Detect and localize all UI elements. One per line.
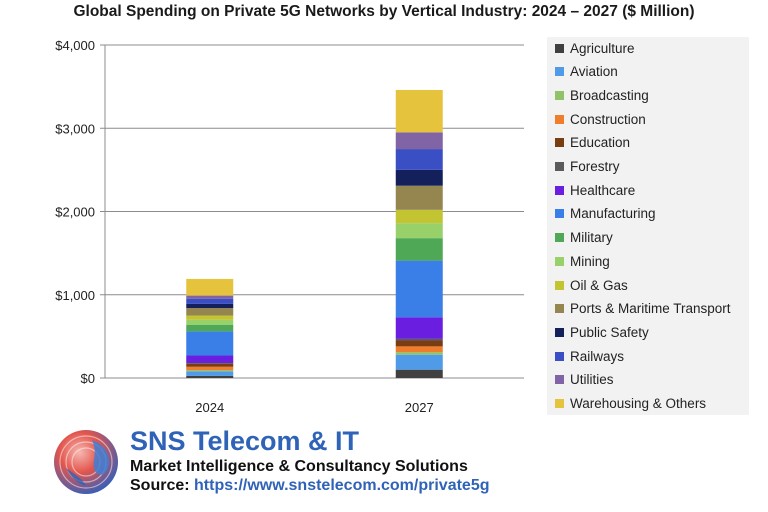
- bar-segment-utilities: [186, 295, 234, 299]
- source-link[interactable]: https://www.snstelecom.com/private5g: [194, 477, 490, 494]
- bar-segment-agriculture: [186, 375, 234, 378]
- bar-segment-utilities: [395, 132, 443, 150]
- bar-segment-broadcasting: [395, 352, 443, 355]
- legend-label: Broadcasting: [570, 87, 649, 103]
- bar-segment-warehousing-others: [395, 89, 443, 133]
- legend-swatch: [555, 209, 564, 219]
- legend-label: Oil & Gas: [570, 277, 628, 293]
- legend-label: Utilities: [570, 372, 614, 388]
- y-tick-label: $2,000: [55, 205, 95, 220]
- source-line: Source: https://www.snstelecom.com/priva…: [130, 477, 490, 495]
- legend-label: Education: [570, 135, 631, 151]
- legend-label: Warehousing & Others: [570, 396, 707, 411]
- legend-item: Mining: [555, 251, 610, 271]
- bar-segment-ports-maritime-transport: [186, 308, 234, 316]
- x-tick-label: 2027: [405, 400, 434, 415]
- legend-swatch: [555, 67, 564, 77]
- y-tick-label: $3,000: [55, 121, 95, 136]
- bar-segment-healthcare: [186, 355, 234, 364]
- legend-label: Railways: [570, 348, 625, 364]
- legend-item: Manufacturing: [555, 204, 656, 224]
- legend-swatch: [555, 43, 564, 53]
- brand-tagline: Market Intelligence & Consultancy Soluti…: [130, 458, 468, 475]
- source-label: Source:: [130, 477, 195, 494]
- legend-swatch: [555, 162, 564, 171]
- legend-label: Manufacturing: [570, 206, 656, 222]
- legend-item: Aviation: [555, 62, 618, 82]
- legend-item: Warehousing & Others: [555, 394, 706, 414]
- legend-item: Military: [555, 228, 613, 248]
- legend-label: Aviation: [570, 64, 618, 80]
- bar-segment-education: [186, 363, 234, 367]
- legend-item: Education: [555, 133, 630, 153]
- x-tick-label: 2024: [195, 400, 224, 415]
- legend-label: Ports & Maritime Transport: [570, 301, 731, 317]
- legend-label: Mining: [570, 253, 610, 269]
- bar-segment-military: [395, 238, 443, 261]
- bar-segment-healthcare: [395, 317, 443, 339]
- legend-label: Public Safety: [570, 324, 649, 340]
- bar-segment-railways: [395, 149, 443, 170]
- bar-segment-aviation: [395, 354, 443, 370]
- bar-segment-public-safety: [186, 303, 234, 309]
- legend-item: Utilities: [555, 370, 614, 390]
- legend-swatch: [555, 256, 564, 266]
- bar-segment-aviation: [186, 371, 234, 376]
- legend: Agriculture Aviation Broadcasting Construct…: [547, 37, 749, 415]
- legend-label: Construction: [570, 111, 646, 127]
- bar-segment-public-safety: [395, 169, 443, 186]
- bar-segment-warehousing-others: [186, 278, 234, 296]
- legend-swatch: [555, 304, 564, 314]
- y-tick-label: $0: [81, 371, 95, 386]
- legend-swatch: [555, 90, 564, 100]
- legend-label: Military: [570, 230, 613, 246]
- footer-branding: SNS Telecom & IT Market Intelligence & C…: [52, 426, 652, 506]
- legend-item: Forestry: [555, 157, 620, 177]
- legend-item: Oil & Gas: [555, 275, 628, 295]
- legend-swatch: [555, 185, 564, 195]
- legend-swatch: [555, 327, 564, 337]
- chart-plot: $0 $1,000 $2,000 $3,000 $4,000 2024 2027: [55, 38, 524, 415]
- bar-segment-manufacturing: [395, 260, 443, 318]
- legend-item: Ports & Maritime Transport: [555, 299, 731, 319]
- legend-item: Healthcare: [555, 180, 635, 200]
- bar-segment-railways: [186, 298, 234, 304]
- bar-segment-agriculture: [395, 369, 443, 378]
- bar-segment-oil-gas: [186, 315, 234, 320]
- legend-item: Railways: [555, 346, 624, 366]
- legend-item: Public Safety: [555, 322, 649, 342]
- bar-segment-forestry: [395, 338, 443, 341]
- legend-label: Forestry: [570, 159, 620, 174]
- legend-item: Construction: [555, 109, 646, 129]
- bar-segment-forestry: [186, 363, 234, 364]
- brand-name: SNS Telecom & IT: [130, 426, 360, 456]
- legend-swatch: [555, 114, 564, 124]
- legend-label: Agriculture: [570, 40, 635, 56]
- bar-segment-education: [395, 340, 443, 347]
- legend-swatch: [555, 351, 564, 361]
- chart-title: Global Spending on Private 5G Networks b…: [73, 3, 695, 20]
- legend-swatch: [555, 280, 564, 290]
- legend-swatch: [555, 233, 564, 243]
- y-tick-label: $1,000: [55, 288, 95, 303]
- legend-swatch: [555, 375, 564, 385]
- globe-logo-icon: [54, 430, 118, 494]
- bar-segment-military: [186, 324, 234, 332]
- bar-segment-mining: [186, 319, 234, 325]
- bar-segment-ports-maritime-transport: [395, 185, 443, 210]
- legend-item: Broadcasting: [555, 85, 649, 105]
- bar-segment-broadcasting: [186, 370, 234, 372]
- bar-segment-mining: [395, 223, 443, 239]
- legend-label: Healthcare: [570, 182, 636, 198]
- legend-swatch: [555, 138, 564, 148]
- bar-segment-oil-gas: [395, 209, 443, 224]
- legend-item: Agriculture: [555, 38, 635, 58]
- bar-segment-construction: [395, 346, 443, 353]
- y-tick-label: $4,000: [55, 38, 95, 53]
- bar-segment-manufacturing: [186, 331, 234, 356]
- legend-swatch: [555, 399, 564, 408]
- bar-segment-construction: [186, 366, 234, 371]
